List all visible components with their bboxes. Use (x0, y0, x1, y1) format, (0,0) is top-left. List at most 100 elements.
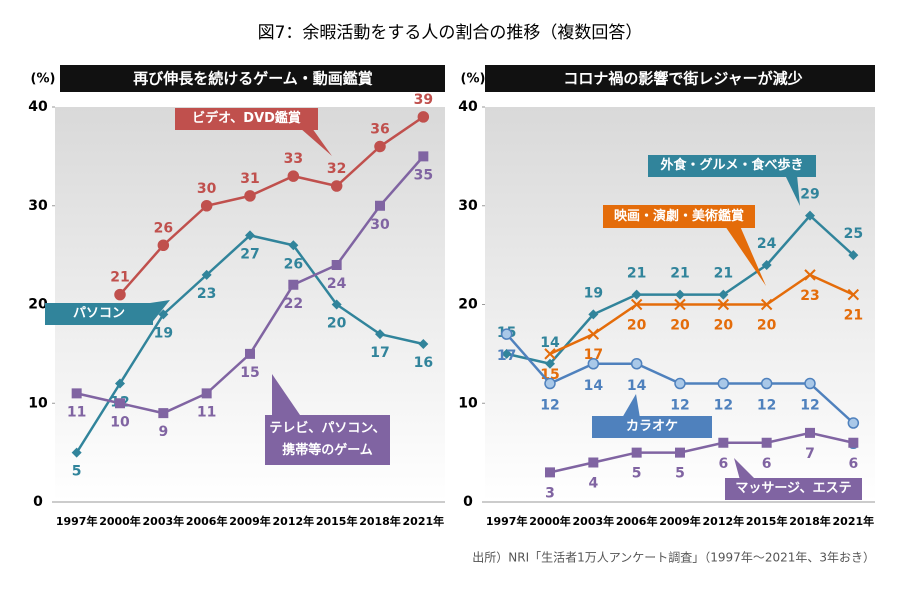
x-tick-label: 2009年 (659, 514, 701, 528)
marker (245, 230, 255, 241)
value-label: 11 (197, 404, 216, 420)
marker (804, 377, 816, 390)
marker (847, 288, 860, 301)
value-label: 17 (370, 345, 389, 361)
series-line (549, 431, 854, 474)
marker (71, 447, 82, 458)
y-tick-label: 20 (458, 297, 478, 313)
value-label: 3 (545, 485, 555, 501)
value-label: 23 (197, 286, 216, 302)
legend-callout: 外食・グルメ・食べ歩き (648, 155, 816, 177)
marker (630, 298, 643, 311)
marker (244, 190, 256, 202)
x-tick-label: 2015年 (746, 514, 788, 528)
callout-arrow (785, 175, 800, 206)
marker (630, 358, 643, 370)
x-tick-label: 2003年 (143, 514, 185, 528)
marker (375, 200, 385, 211)
callout-arrow (725, 226, 766, 286)
x-tick-label: 2006年 (186, 514, 228, 528)
value-label: 14 (540, 335, 560, 351)
x-tick-label: 2006年 (616, 514, 658, 528)
marker (501, 348, 512, 359)
legend-callout: カラオケ (592, 416, 712, 438)
marker (71, 388, 82, 399)
marker (847, 417, 860, 429)
callout-arrow (300, 128, 332, 156)
value-label: 21 (844, 308, 863, 324)
marker (631, 289, 642, 300)
value-label: 33 (284, 151, 303, 167)
value-label: 32 (327, 161, 346, 177)
marker (245, 348, 255, 359)
marker (545, 467, 555, 478)
value-label: 30 (370, 217, 390, 233)
value-label: 27 (240, 246, 259, 262)
marker (288, 240, 299, 251)
value-label: 14 (584, 378, 604, 394)
legend-callout: ビデオ、DVD鑑賞 (175, 108, 318, 130)
marker (761, 437, 772, 448)
value-label: 21 (627, 266, 646, 282)
marker (760, 298, 773, 311)
callout-arrow (622, 394, 640, 418)
marker (717, 377, 730, 390)
y-tick-label: 0 (33, 494, 43, 510)
value-label: 24 (757, 236, 777, 252)
y-axis-label: (%) (31, 72, 56, 87)
marker (717, 298, 730, 311)
y-tick-label: 20 (28, 297, 48, 313)
value-label: 12 (757, 398, 776, 414)
y-tick-label: 0 (463, 494, 473, 510)
x-tick-label: 2012年 (273, 514, 315, 528)
value-label: 5 (632, 466, 642, 482)
value-label: 21 (110, 270, 129, 286)
panel-title: 再び伸長を続けるゲーム・動画鑑賞 (133, 70, 373, 88)
y-tick-label: 40 (28, 99, 48, 115)
source: 出所）NRI「生活者1万人アンケート調査」（1997年～2021年、3年おき） (472, 551, 875, 565)
legend-callout: マッサージ、エステ (725, 478, 862, 500)
x-tick-label: 2003年 (573, 514, 615, 528)
value-label: 21 (670, 266, 689, 282)
marker (417, 111, 430, 123)
x-tick-label: 2021年 (403, 514, 445, 528)
marker (418, 339, 429, 349)
x-tick-label: 2000年 (529, 514, 571, 528)
value-label: 6 (762, 456, 772, 472)
value-label: 21 (714, 266, 733, 282)
marker (805, 210, 815, 221)
marker (158, 408, 169, 419)
value-label: 11 (67, 404, 86, 420)
value-label: 20 (757, 318, 777, 334)
marker (331, 299, 342, 310)
marker (587, 358, 600, 370)
value-label: 20 (627, 318, 647, 334)
marker (418, 151, 429, 162)
value-label: 26 (284, 256, 303, 272)
value-label: 12 (540, 398, 559, 414)
marker (201, 269, 212, 280)
value-label: 12 (670, 398, 689, 414)
marker (200, 200, 213, 212)
value-label: 30 (197, 181, 217, 197)
x-tick-label: 2018年 (789, 514, 831, 528)
callout-arrow (734, 458, 756, 480)
legend-callout: パソコン (45, 303, 153, 325)
marker (288, 279, 299, 290)
value-label: 29 (800, 187, 819, 203)
value-label: 39 (414, 92, 433, 108)
value-label: 24 (327, 276, 347, 292)
value-label: 5 (72, 464, 82, 480)
value-label: 36 (370, 122, 389, 138)
marker (761, 260, 772, 270)
value-label: 35 (414, 167, 433, 183)
value-label: 7 (805, 446, 815, 462)
callout-arrow (150, 300, 170, 325)
value-label: 17 (497, 348, 516, 364)
marker (674, 298, 686, 311)
marker (718, 289, 729, 300)
value-label: 9 (158, 424, 168, 440)
panel-header-box (60, 65, 445, 92)
